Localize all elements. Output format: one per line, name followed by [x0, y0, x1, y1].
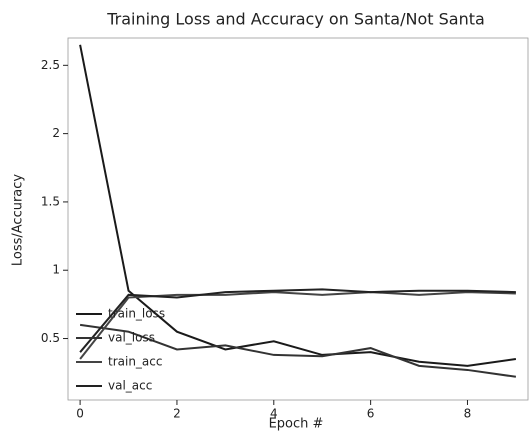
x-axis-label: Epoch # [269, 417, 324, 432]
series-line [79, 323, 517, 378]
y-axis-label: Loss/Accuracy [11, 174, 26, 267]
legend-label: train_acc [108, 355, 162, 369]
y-tick-label: 1 [52, 263, 60, 277]
y-tick-label: 0.5 [41, 331, 60, 345]
legend-label: val_acc [108, 379, 152, 393]
series-line [79, 288, 516, 353]
y-tick-label: 2.5 [41, 58, 60, 72]
legend-label: train_loss [108, 307, 165, 321]
y-tick-label: 2 [52, 126, 60, 140]
chart-title: Training Loss and Accuracy on Santa/Not … [106, 10, 485, 29]
x-tick-label: 0 [76, 407, 84, 421]
series-line [79, 44, 517, 367]
x-tick-label: 6 [367, 407, 375, 421]
y-tick-label: 1.5 [41, 194, 60, 208]
x-tick-label: 8 [464, 407, 472, 421]
x-tick-label: 2 [173, 407, 181, 421]
x-tick-label: 4 [270, 407, 278, 421]
plot-area [67, 37, 529, 401]
legend-label: val_loss [108, 331, 155, 345]
